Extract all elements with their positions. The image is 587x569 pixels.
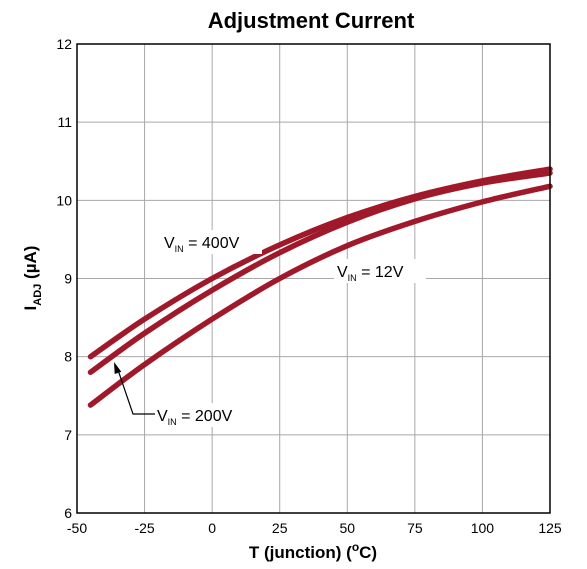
- y-tick-label: 8: [64, 349, 72, 365]
- series-line-vin-12v: [87, 183, 553, 408]
- x-axis-label-sup: o: [352, 540, 359, 554]
- chart-title: Adjustment Current: [208, 8, 415, 33]
- y-tick-label: 12: [56, 36, 72, 52]
- y-axis-label-sub: ADJ: [32, 284, 44, 306]
- x-tick-label: -50: [67, 520, 87, 536]
- x-axis-label: T (junction) (oC): [249, 540, 377, 562]
- x-axis-label-main: T (junction) (: [249, 543, 352, 562]
- x-tick-label: 75: [407, 520, 423, 536]
- series-line-vin-200v: [87, 170, 553, 376]
- y-tick-label: 10: [56, 192, 72, 208]
- curves: [87, 166, 553, 408]
- annotation-200v-leader: [117, 369, 155, 415]
- annotation-200v-bg: [153, 403, 261, 427]
- x-tick-label: 100: [471, 520, 495, 536]
- y-tick-labels: 6 7 8 9 10 11 12: [56, 36, 72, 521]
- annotation-12v: VIN = 12V: [337, 264, 404, 283]
- y-tick-label: 7: [64, 427, 72, 443]
- y-axis-label-main: I: [21, 306, 40, 311]
- x-tick-label: 0: [208, 520, 216, 536]
- grid: [77, 44, 550, 513]
- plot-frame: [76, 43, 551, 514]
- annotation-200v: VIN = 200V: [157, 408, 233, 427]
- x-axis-label-end: C): [359, 543, 377, 562]
- x-tick-label: 50: [339, 520, 355, 536]
- x-tick-label: 125: [538, 520, 562, 536]
- y-tick-label: 6: [64, 505, 72, 521]
- annotation-12v-bg: [334, 259, 426, 283]
- annotation-400v: VIN = 400V: [164, 235, 240, 254]
- y-tick-label: 9: [64, 271, 72, 287]
- x-tick-label: 25: [272, 520, 288, 536]
- annotation-200v-arrowhead: [114, 362, 122, 374]
- series-line-vin-400v: [87, 166, 553, 360]
- y-axis-label-end: (µA): [21, 246, 40, 284]
- annotation-400v-bg: [160, 230, 262, 254]
- y-tick-label: 11: [57, 114, 72, 130]
- x-tick-labels: -50 -25 0 25 50 75 100 125: [67, 520, 562, 536]
- y-axis-label: IADJ (µA): [21, 246, 44, 311]
- x-tick-label: -25: [134, 520, 154, 536]
